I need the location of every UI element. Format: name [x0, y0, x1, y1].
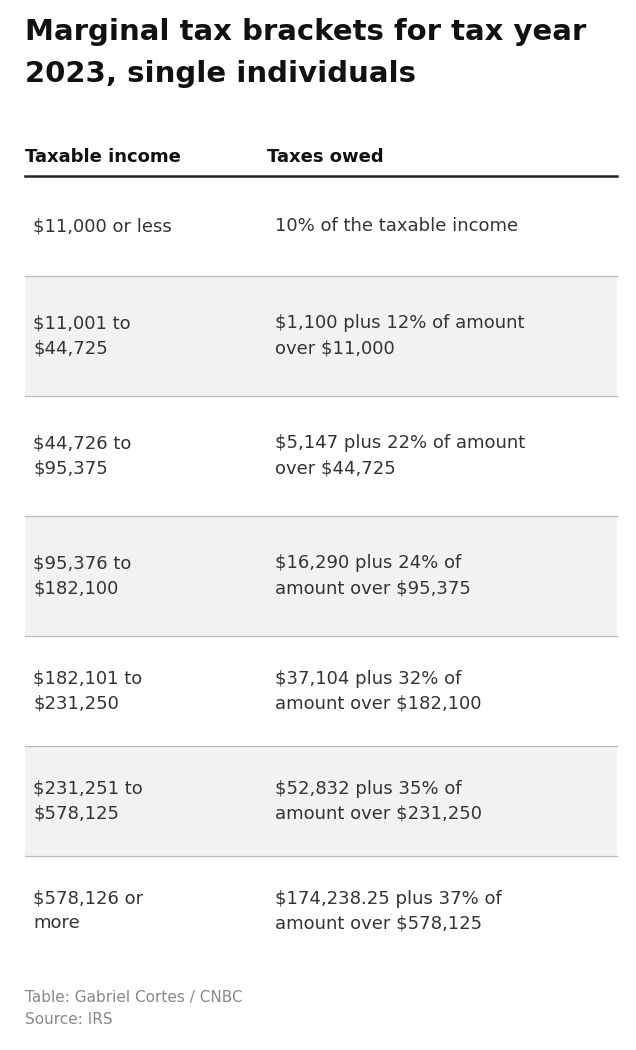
Text: Table: Gabriel Cortes / CNBC: Table: Gabriel Cortes / CNBC [25, 990, 243, 1005]
Text: $174,238.25 plus 37% of
amount over $578,125: $174,238.25 plus 37% of amount over $578… [275, 889, 502, 932]
Text: $11,000 or less: $11,000 or less [34, 217, 172, 235]
Bar [25, 516, 617, 636]
Text: $52,832 plus 35% of
amount over $231,250: $52,832 plus 35% of amount over $231,250 [275, 779, 482, 822]
Bar [25, 636, 617, 745]
Text: $182,101 to
$231,250: $182,101 to $231,250 [34, 670, 142, 713]
Text: 10% of the taxable income: 10% of the taxable income [275, 217, 518, 235]
Text: $95,376 to
$182,100: $95,376 to $182,100 [34, 554, 132, 597]
Text: Marginal tax brackets for tax year: Marginal tax brackets for tax year [25, 18, 586, 46]
Text: Taxable income: Taxable income [25, 148, 181, 166]
Bar [25, 856, 617, 966]
Text: 2023, single individuals: 2023, single individuals [25, 60, 416, 88]
Text: $37,104 plus 32% of
amount over $182,100: $37,104 plus 32% of amount over $182,100 [275, 670, 481, 713]
Bar [25, 176, 617, 276]
Text: $11,001 to
$44,725: $11,001 to $44,725 [34, 315, 131, 357]
Text: $44,726 to
$95,375: $44,726 to $95,375 [34, 435, 132, 478]
Text: $5,147 plus 22% of amount
over $44,725: $5,147 plus 22% of amount over $44,725 [275, 435, 525, 478]
Bar [25, 746, 617, 856]
Text: Taxes owed: Taxes owed [267, 148, 384, 166]
Text: $16,290 plus 24% of
amount over $95,375: $16,290 plus 24% of amount over $95,375 [275, 554, 471, 597]
Text: $1,100 plus 12% of amount
over $11,000: $1,100 plus 12% of amount over $11,000 [275, 315, 525, 357]
Text: $231,251 to
$578,125: $231,251 to $578,125 [34, 779, 143, 822]
Text: $578,126 or
more: $578,126 or more [34, 889, 144, 932]
Bar [25, 396, 617, 516]
Text: Source: IRS: Source: IRS [25, 1012, 113, 1027]
Bar [25, 276, 617, 396]
